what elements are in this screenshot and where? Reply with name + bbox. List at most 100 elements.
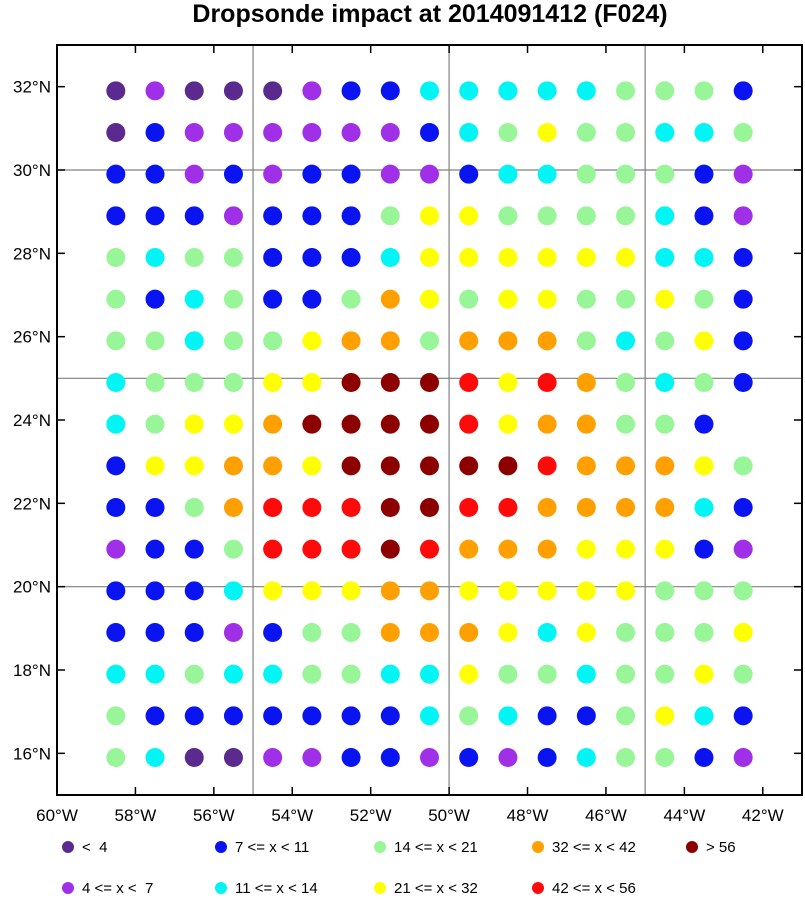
legend-label: 21 <= x < 32 — [394, 880, 478, 897]
data-point — [498, 498, 518, 517]
data-point — [498, 414, 518, 434]
y-tick-label: 24°N — [13, 411, 51, 430]
data-point — [616, 664, 636, 684]
data-point — [380, 373, 400, 392]
data-point — [341, 123, 361, 142]
data-point — [694, 123, 714, 142]
y-tick-label: 26°N — [13, 328, 51, 347]
data-point — [733, 123, 753, 142]
data-point — [616, 539, 636, 559]
data-point — [537, 164, 557, 184]
legend-marker — [374, 882, 386, 894]
data-point — [459, 289, 479, 309]
data-point — [106, 81, 126, 101]
data-point — [184, 373, 204, 392]
data-point — [537, 81, 557, 101]
data-point — [655, 581, 675, 601]
y-tick-label: 16°N — [13, 744, 51, 763]
data-point — [263, 539, 283, 559]
data-point — [223, 539, 243, 559]
data-point — [733, 331, 753, 351]
data-point — [537, 373, 557, 392]
legend-label: 14 <= x < 21 — [394, 839, 478, 856]
data-point — [733, 539, 753, 559]
data-point — [106, 206, 126, 226]
data-point — [459, 623, 479, 642]
data-point — [420, 248, 439, 267]
data-point — [694, 81, 714, 101]
data-point — [655, 81, 675, 101]
data-point — [145, 164, 165, 184]
data-point — [616, 623, 636, 642]
y-axis-ticks: 16°N 18°N 20°N 22°N 24°N 26°N 28°N 30°N 32°N — [13, 78, 802, 763]
data-point — [380, 623, 400, 642]
data-point — [302, 206, 322, 226]
data-point — [459, 123, 479, 142]
data-point — [655, 123, 675, 142]
data-point — [302, 123, 322, 142]
data-point — [616, 748, 636, 767]
data-point — [106, 123, 126, 142]
data-point — [733, 623, 753, 642]
data-point — [223, 748, 243, 767]
data-point — [576, 456, 596, 476]
data-point — [537, 581, 557, 601]
data-point — [694, 539, 714, 559]
data-point — [733, 498, 753, 517]
data-point — [694, 164, 714, 184]
data-point — [733, 581, 753, 601]
data-point — [694, 581, 714, 601]
data-point — [655, 331, 675, 351]
data-point — [537, 706, 557, 726]
x-tick-label: 48°W — [507, 806, 549, 825]
data-point — [302, 331, 322, 351]
data-point — [576, 664, 596, 684]
data-point — [223, 373, 243, 392]
data-point — [106, 164, 126, 184]
data-point — [655, 414, 675, 434]
data-point — [576, 539, 596, 559]
data-point — [498, 206, 518, 226]
legend-marker — [532, 882, 544, 894]
data-point — [459, 539, 479, 559]
data-point — [694, 206, 714, 226]
data-point — [576, 581, 596, 601]
data-point — [341, 164, 361, 184]
x-tick-label: 60°W — [36, 806, 78, 825]
data-point — [459, 456, 479, 476]
data-point — [302, 81, 322, 101]
y-tick-label: 18°N — [13, 661, 51, 680]
data-point — [576, 623, 596, 642]
x-axis-ticks: 60°W 58°W 56°W 54°W 52°W 50°W 48°W 46°W 44°W 42°W — [36, 45, 784, 825]
legend-label: < 4 — [82, 839, 107, 856]
data-point — [145, 664, 165, 684]
data-point — [263, 706, 283, 726]
data-point — [341, 706, 361, 726]
legend-label: 4 <= x < 7 — [82, 880, 153, 897]
data-point — [694, 331, 714, 351]
data-point — [302, 539, 322, 559]
data-point — [380, 414, 400, 434]
data-point — [498, 164, 518, 184]
data-point — [537, 539, 557, 559]
data-point — [341, 206, 361, 226]
data-point — [694, 414, 714, 434]
x-tick-label: 56°W — [193, 806, 235, 825]
data-point — [733, 289, 753, 309]
data-point — [694, 664, 714, 684]
data-point — [341, 248, 361, 267]
data-point — [420, 289, 439, 309]
legend-label: 11 <= x < 14 — [235, 880, 318, 897]
data-point — [733, 456, 753, 476]
data-point — [184, 706, 204, 726]
data-point — [223, 664, 243, 684]
data-point — [263, 623, 283, 642]
data-point — [341, 581, 361, 601]
x-tick-label: 42°W — [742, 806, 784, 825]
legend: < 4 7 <= x < 11 14 <= x < 21 32 <= x < 42 > … — [62, 839, 736, 897]
data-point — [184, 748, 204, 767]
data-point — [694, 456, 714, 476]
data-point — [655, 248, 675, 267]
y-tick-label: 30°N — [13, 161, 51, 180]
data-point — [733, 664, 753, 684]
